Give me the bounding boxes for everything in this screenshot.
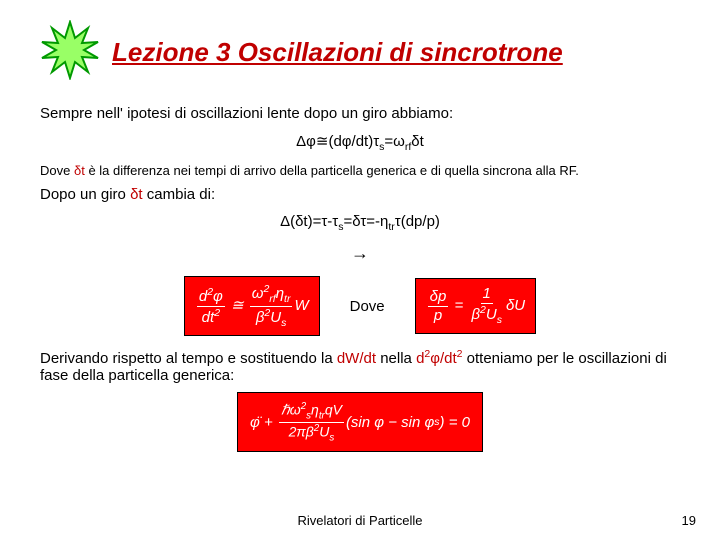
formula-2: Δ(δt)=τ-τs=δτ=-ηtrτ(dp/p) bbox=[40, 213, 680, 233]
slide-title: Lezione 3 Oscillazioni di sincrotrone bbox=[112, 37, 563, 68]
star-icon bbox=[40, 20, 100, 85]
dove-text: Dove δt è la differenza nei tempi di arr… bbox=[40, 163, 680, 178]
page-number: 19 bbox=[682, 513, 696, 528]
formula-box-2: δp p = 1 β2Us δU bbox=[415, 278, 536, 334]
dove-label: Dove bbox=[350, 298, 385, 315]
intro-text: Sempre nell' ipotesi di oscillazioni len… bbox=[40, 105, 680, 122]
deriv-text: Derivando rispetto al tempo e sostituend… bbox=[40, 348, 680, 384]
big-formula: φ̈ + ℏω2sηtrqV 2πβ2Us (sin φ − sin φs) =… bbox=[237, 392, 483, 452]
footer-text: Rivelatori di Particelle bbox=[0, 513, 720, 528]
formula-box-1: d2φ dt2 ≅ ω2rfηtr β2Us W bbox=[184, 276, 320, 336]
formula-1: Δφ≅(dφ/dt)τs=ωrfδt bbox=[40, 132, 680, 153]
formula-row: d2φ dt2 ≅ ω2rfηtr β2Us W Dove δp p = bbox=[40, 276, 680, 336]
big-formula-wrap: φ̈ + ℏω2sηtrqV 2πβ2Us (sin φ − sin φs) =… bbox=[40, 392, 680, 452]
arrow-icon: → bbox=[40, 243, 680, 264]
after-turn-text: Dopo un giro δt cambia di: bbox=[40, 186, 680, 203]
